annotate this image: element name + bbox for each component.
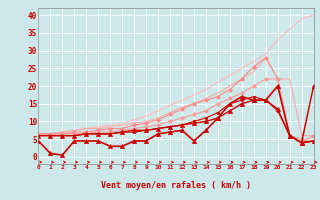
X-axis label: Vent moyen/en rafales ( km/h ): Vent moyen/en rafales ( km/h ): [101, 182, 251, 190]
